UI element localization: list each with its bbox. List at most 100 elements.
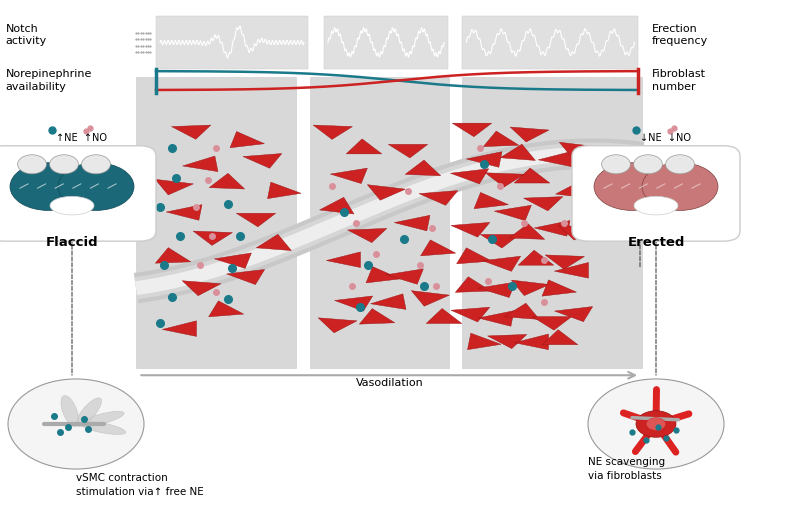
Polygon shape: [166, 205, 202, 220]
Polygon shape: [466, 152, 502, 167]
Ellipse shape: [10, 163, 86, 210]
Polygon shape: [554, 306, 593, 322]
Text: Fibroblast
number: Fibroblast number: [652, 69, 706, 92]
Polygon shape: [394, 215, 430, 231]
FancyBboxPatch shape: [136, 77, 296, 368]
FancyBboxPatch shape: [462, 16, 638, 69]
Polygon shape: [162, 321, 197, 337]
Polygon shape: [451, 223, 490, 237]
Ellipse shape: [80, 421, 126, 435]
FancyBboxPatch shape: [572, 146, 740, 241]
Circle shape: [18, 155, 46, 174]
Ellipse shape: [50, 197, 94, 215]
Polygon shape: [510, 127, 549, 142]
Polygon shape: [478, 282, 515, 297]
Circle shape: [646, 418, 666, 430]
Polygon shape: [538, 151, 573, 167]
Polygon shape: [236, 213, 276, 227]
Polygon shape: [334, 296, 373, 311]
Polygon shape: [318, 318, 357, 333]
Polygon shape: [267, 182, 301, 199]
Polygon shape: [313, 125, 353, 139]
Polygon shape: [452, 123, 492, 137]
Circle shape: [636, 411, 676, 437]
Polygon shape: [559, 142, 598, 158]
Polygon shape: [514, 168, 550, 183]
Text: Erected: Erected: [627, 236, 685, 249]
Polygon shape: [155, 248, 191, 263]
Polygon shape: [421, 240, 456, 256]
Polygon shape: [504, 303, 539, 320]
Polygon shape: [330, 168, 367, 183]
Polygon shape: [534, 220, 570, 236]
Polygon shape: [554, 262, 589, 278]
Polygon shape: [426, 308, 462, 323]
Circle shape: [588, 379, 724, 469]
Ellipse shape: [76, 398, 102, 427]
Polygon shape: [359, 308, 395, 324]
Polygon shape: [482, 256, 521, 271]
Text: vSMC contraction
stimulation via↑ free NE: vSMC contraction stimulation via↑ free N…: [76, 473, 204, 497]
FancyBboxPatch shape: [156, 16, 308, 69]
Polygon shape: [532, 316, 572, 330]
Polygon shape: [346, 139, 382, 154]
Circle shape: [634, 155, 662, 174]
Polygon shape: [451, 307, 490, 322]
FancyBboxPatch shape: [310, 77, 449, 368]
Polygon shape: [347, 228, 387, 243]
Text: Erection
frequency: Erection frequency: [652, 24, 708, 46]
Polygon shape: [326, 252, 361, 268]
Polygon shape: [480, 234, 520, 248]
Ellipse shape: [594, 163, 670, 210]
Circle shape: [50, 155, 78, 174]
Polygon shape: [478, 311, 514, 326]
Polygon shape: [367, 184, 406, 200]
FancyBboxPatch shape: [0, 146, 156, 241]
Polygon shape: [523, 197, 563, 211]
Ellipse shape: [642, 163, 718, 210]
Circle shape: [666, 155, 694, 174]
Polygon shape: [411, 290, 450, 306]
Polygon shape: [209, 173, 245, 189]
Polygon shape: [542, 330, 578, 345]
Polygon shape: [182, 156, 218, 172]
Polygon shape: [182, 281, 221, 296]
Polygon shape: [455, 277, 491, 293]
Text: Norepinephrine
availability: Norepinephrine availability: [6, 69, 92, 92]
Polygon shape: [171, 125, 211, 139]
Polygon shape: [419, 191, 458, 205]
Circle shape: [602, 155, 630, 174]
Polygon shape: [370, 294, 406, 310]
Ellipse shape: [79, 411, 124, 427]
Text: NE scavenging
via fibroblasts: NE scavenging via fibroblasts: [588, 457, 665, 481]
Ellipse shape: [58, 163, 134, 210]
Polygon shape: [230, 131, 265, 148]
Polygon shape: [366, 267, 401, 283]
Polygon shape: [494, 205, 531, 220]
Text: Notch
activity: Notch activity: [6, 24, 47, 46]
Polygon shape: [485, 173, 525, 187]
Polygon shape: [405, 160, 441, 176]
Polygon shape: [487, 334, 527, 349]
Polygon shape: [243, 154, 282, 168]
Polygon shape: [214, 253, 251, 268]
Polygon shape: [474, 192, 509, 209]
Polygon shape: [256, 234, 291, 251]
Polygon shape: [545, 255, 585, 269]
FancyBboxPatch shape: [462, 77, 642, 368]
Polygon shape: [542, 280, 577, 296]
Polygon shape: [319, 197, 354, 214]
Polygon shape: [514, 334, 549, 350]
Polygon shape: [193, 231, 233, 245]
Polygon shape: [155, 179, 194, 195]
Text: ↓NE  ↓NO: ↓NE ↓NO: [640, 133, 691, 143]
Polygon shape: [518, 250, 554, 265]
Polygon shape: [555, 181, 590, 198]
Circle shape: [8, 379, 144, 469]
Polygon shape: [467, 333, 501, 350]
Polygon shape: [226, 269, 265, 285]
Circle shape: [82, 155, 110, 174]
Polygon shape: [509, 224, 545, 240]
Polygon shape: [483, 131, 519, 147]
Ellipse shape: [61, 395, 78, 427]
